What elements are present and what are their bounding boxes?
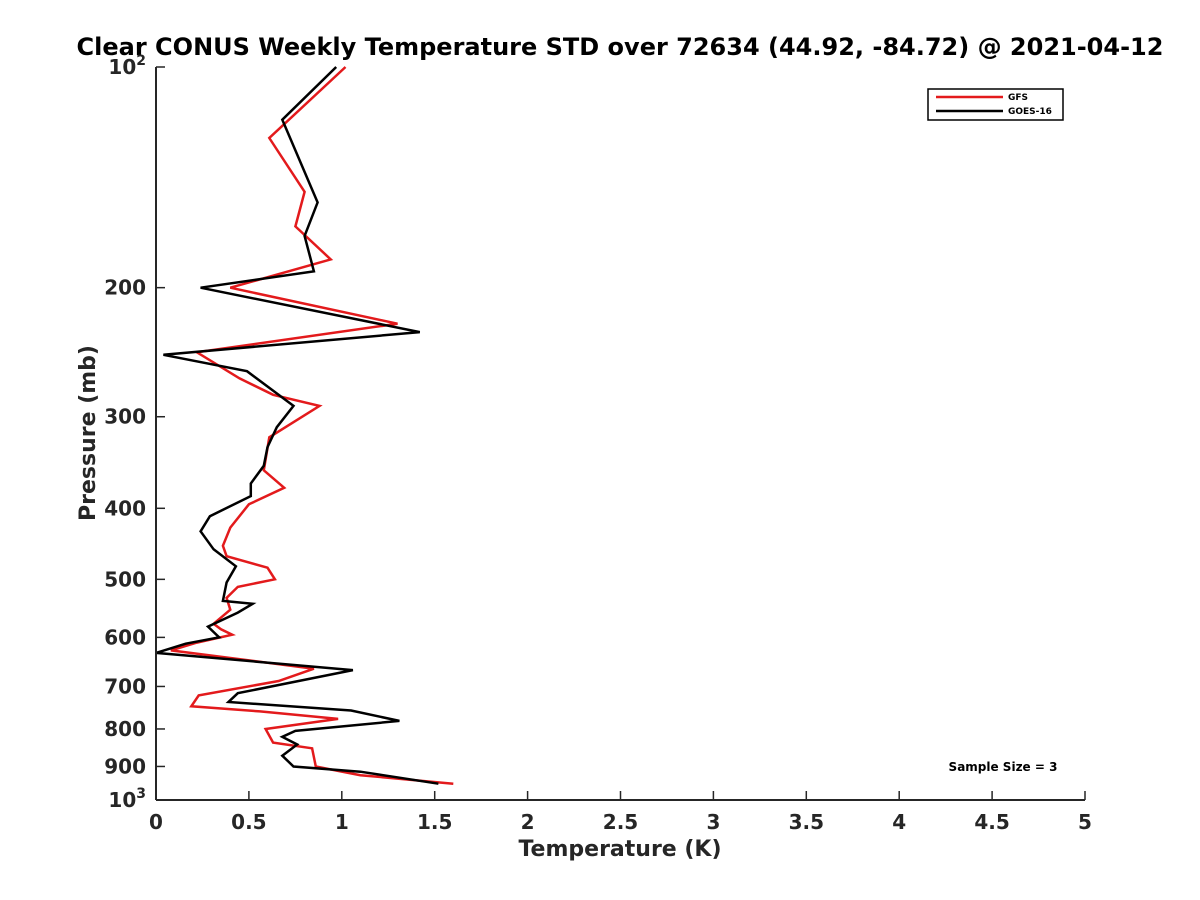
series-layer [155, 66, 454, 785]
x-tick-label: 2 [521, 810, 535, 834]
x-tick-label: 2.5 [603, 810, 638, 834]
chart-title: Clear CONUS Weekly Temperature STD over … [77, 33, 1164, 61]
x-tick-label: 4 [892, 810, 906, 834]
x-tick-label: 1 [335, 810, 349, 834]
legend-box [927, 88, 1064, 121]
y-tick-label: 800 [104, 717, 146, 741]
y-tick-label: 200 [104, 276, 146, 300]
legend-label-goes16: GOES-16 [1008, 107, 1052, 117]
x-tick-label: 0 [149, 810, 163, 834]
series-line-gfs [170, 66, 454, 785]
y-tick-label: 600 [104, 625, 146, 649]
y-tick-label: 300 [104, 405, 146, 429]
y-axis-label: Pressure (mb) [76, 345, 101, 521]
y-tick-label: 103 [108, 786, 146, 812]
x-tick-label: 3 [706, 810, 720, 834]
sample-size-annotation: Sample Size = 3 [949, 760, 1058, 774]
x-tick-label: 3.5 [789, 810, 824, 834]
x-tick-label: 1.5 [417, 810, 452, 834]
x-tick-label: 5 [1078, 810, 1092, 834]
y-tick-label: 102 [108, 53, 146, 79]
legend: GFS GOES-16 [927, 88, 1064, 121]
x-tick-label: 0.5 [231, 810, 266, 834]
x-tick-label: 4.5 [974, 810, 1009, 834]
y-tick-label: 700 [104, 674, 146, 698]
legend-label-gfs: GFS [1008, 93, 1028, 103]
y-tick-label: 500 [104, 567, 146, 591]
y-tick-label: 400 [104, 496, 146, 520]
series-line-goes-16 [155, 66, 439, 785]
x-axis-label: Temperature (K) [518, 837, 721, 862]
axes-layer [155, 66, 1086, 801]
y-tick-label: 900 [104, 754, 146, 778]
tick-labels: 0 0.5 1 1.5 2 2.5 3 3.5 4 4.5 5 102 200 300 400 500 600 7… [104, 53, 1092, 834]
